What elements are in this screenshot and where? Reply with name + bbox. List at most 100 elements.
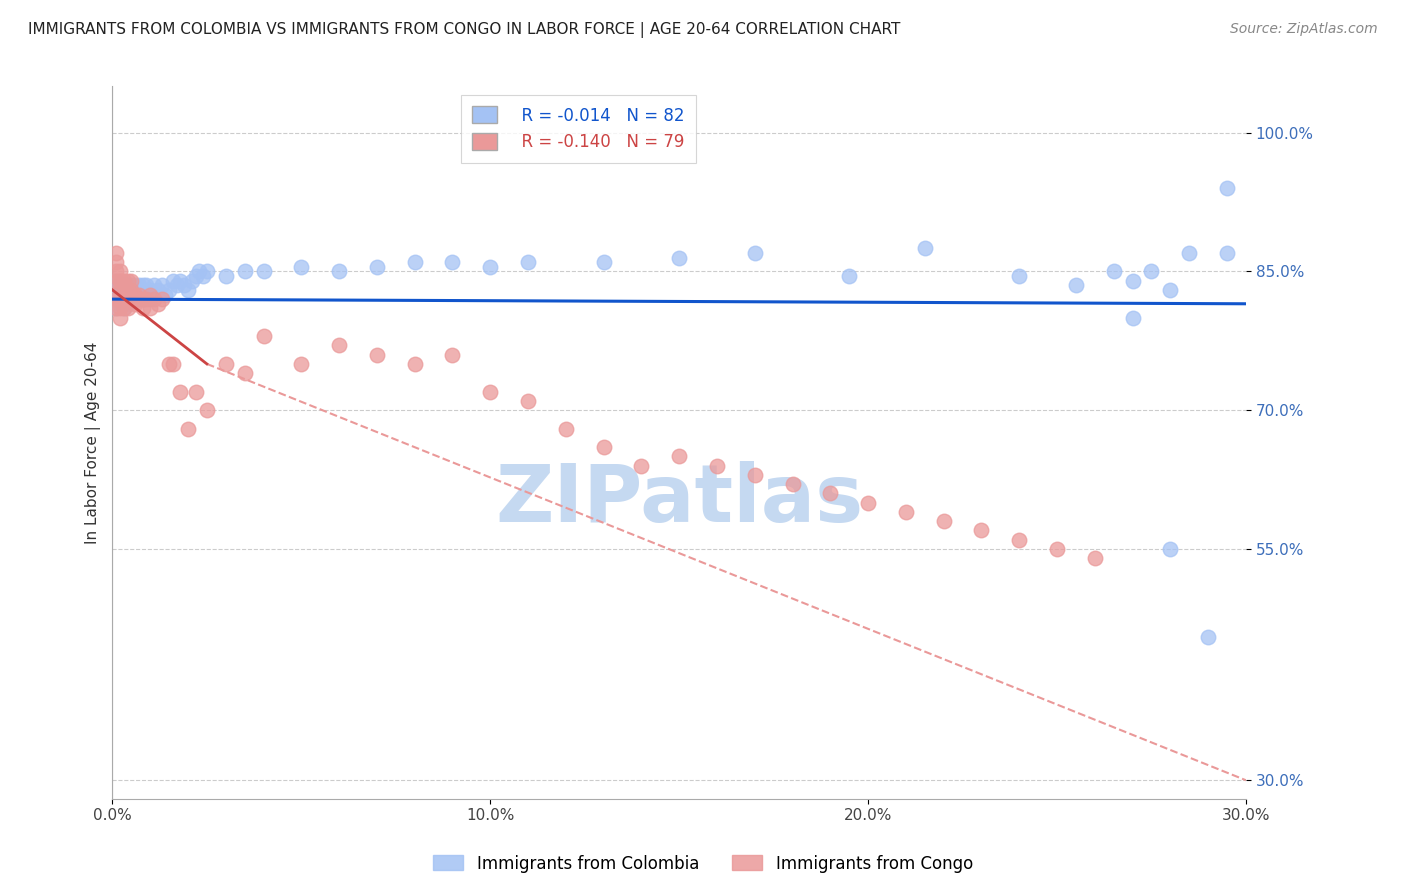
Point	[143, 278, 166, 293]
Point	[146, 283, 169, 297]
Point	[128, 287, 150, 301]
Point	[1159, 283, 1181, 297]
Point	[169, 274, 191, 288]
Point	[1178, 246, 1201, 260]
Point	[139, 287, 162, 301]
Point	[894, 505, 917, 519]
Point	[112, 301, 135, 316]
Y-axis label: In Labor Force | Age 20-64: In Labor Force | Age 20-64	[86, 342, 101, 544]
Point	[554, 422, 576, 436]
Point	[117, 287, 139, 301]
Point	[441, 348, 464, 362]
Point	[592, 440, 614, 454]
Point	[233, 366, 256, 380]
Text: Source: ZipAtlas.com: Source: ZipAtlas.com	[1230, 22, 1378, 37]
Point	[162, 274, 184, 288]
Point	[108, 297, 131, 311]
Point	[177, 283, 200, 297]
Point	[117, 278, 139, 293]
Point	[195, 264, 218, 278]
Point	[1084, 551, 1107, 566]
Point	[744, 246, 766, 260]
Point	[290, 357, 312, 371]
Point	[479, 384, 502, 399]
Point	[1046, 541, 1069, 556]
Point	[108, 274, 131, 288]
Point	[105, 301, 128, 316]
Point	[105, 255, 128, 269]
Point	[105, 274, 128, 288]
Point	[112, 283, 135, 297]
Point	[108, 310, 131, 325]
Point	[1216, 246, 1239, 260]
Point	[124, 297, 146, 311]
Point	[135, 292, 157, 306]
Point	[157, 283, 180, 297]
Point	[139, 287, 162, 301]
Point	[120, 283, 142, 297]
Point	[105, 292, 128, 306]
Point	[112, 278, 135, 293]
Point	[215, 357, 238, 371]
Legend:   R = -0.014   N = 82,   R = -0.140   N = 79: R = -0.014 N = 82, R = -0.140 N = 79	[461, 95, 696, 162]
Point	[180, 274, 202, 288]
Point	[162, 357, 184, 371]
Point	[112, 301, 135, 316]
Point	[820, 486, 842, 500]
Point	[139, 292, 162, 306]
Point	[1008, 268, 1031, 283]
Point	[139, 301, 162, 316]
Point	[328, 338, 350, 352]
Point	[139, 283, 162, 297]
Point	[108, 274, 131, 288]
Point	[1159, 541, 1181, 556]
Point	[117, 292, 139, 306]
Point	[108, 292, 131, 306]
Point	[1140, 264, 1163, 278]
Point	[157, 357, 180, 371]
Point	[592, 255, 614, 269]
Point	[215, 268, 238, 283]
Point	[630, 458, 652, 473]
Point	[932, 514, 955, 528]
Point	[328, 264, 350, 278]
Point	[117, 301, 139, 316]
Point	[108, 301, 131, 316]
Point	[105, 264, 128, 278]
Point	[131, 301, 153, 316]
Point	[1122, 274, 1144, 288]
Point	[117, 274, 139, 288]
Point	[128, 283, 150, 297]
Point	[112, 292, 135, 306]
Point	[1122, 310, 1144, 325]
Point	[404, 255, 426, 269]
Point	[970, 524, 993, 538]
Point	[124, 287, 146, 301]
Point	[105, 274, 128, 288]
Point	[150, 292, 173, 306]
Point	[131, 283, 153, 297]
Point	[146, 297, 169, 311]
Point	[117, 297, 139, 311]
Point	[108, 264, 131, 278]
Point	[108, 283, 131, 297]
Point	[105, 292, 128, 306]
Point	[404, 357, 426, 371]
Point	[112, 297, 135, 311]
Point	[124, 278, 146, 293]
Point	[479, 260, 502, 274]
Point	[131, 278, 153, 293]
Point	[706, 458, 728, 473]
Point	[108, 283, 131, 297]
Point	[112, 287, 135, 301]
Point	[120, 292, 142, 306]
Point	[120, 278, 142, 293]
Point	[914, 241, 936, 255]
Point	[856, 496, 879, 510]
Point	[252, 329, 274, 343]
Point	[290, 260, 312, 274]
Point	[668, 450, 690, 464]
Point	[120, 274, 142, 288]
Point	[120, 287, 142, 301]
Point	[173, 278, 195, 293]
